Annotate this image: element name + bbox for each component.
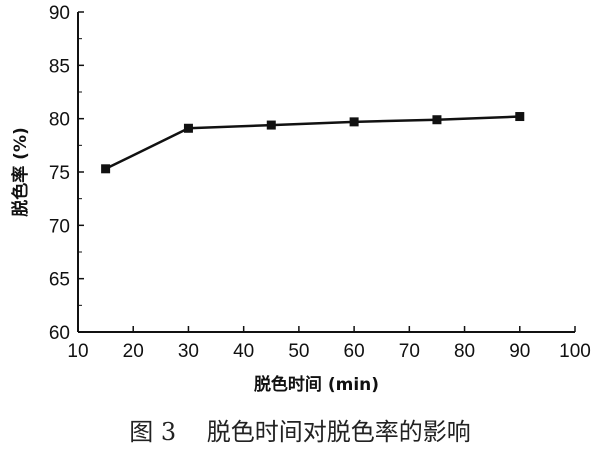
x-tick-label: 20 [123,341,144,362]
data-point [349,117,359,127]
y-tick-label: 85 [49,56,70,77]
figure-caption: 图 3 脱色时间对脱色率的影响 [129,418,471,446]
chart: 60 65 70 75 80 85 90 10 20 30 40 50 60 70 80 90 100 脱色时间 … [10,3,591,395]
x-tick-label: 70 [399,341,420,362]
x-tick-label: 40 [233,341,254,362]
y-tick-label: 80 [49,110,70,131]
x-tick-label: 60 [344,341,365,362]
y-tick-label: 65 [49,270,70,291]
x-tick-label: 100 [559,341,591,362]
data-line [105,115,520,170]
x-tick-label: 10 [67,341,88,362]
x-axis-label: 脱色时间 (min) [254,374,379,395]
y-tick-label: 75 [49,163,70,184]
y-tick-label: 60 [49,323,70,344]
y-tick-label: 70 [49,216,70,237]
data-point [266,120,276,130]
data-point [183,123,193,133]
y-tick-label: 90 [49,3,70,24]
data-point [432,115,442,125]
x-tick-label: 80 [454,341,475,362]
x-tick-label: 50 [288,341,309,362]
data-point [515,112,525,122]
y-axis-label: 脱色率 (%) [10,127,31,217]
x-tick-label: 30 [178,341,199,362]
data-point [101,164,111,174]
x-tick-label: 90 [509,341,530,362]
